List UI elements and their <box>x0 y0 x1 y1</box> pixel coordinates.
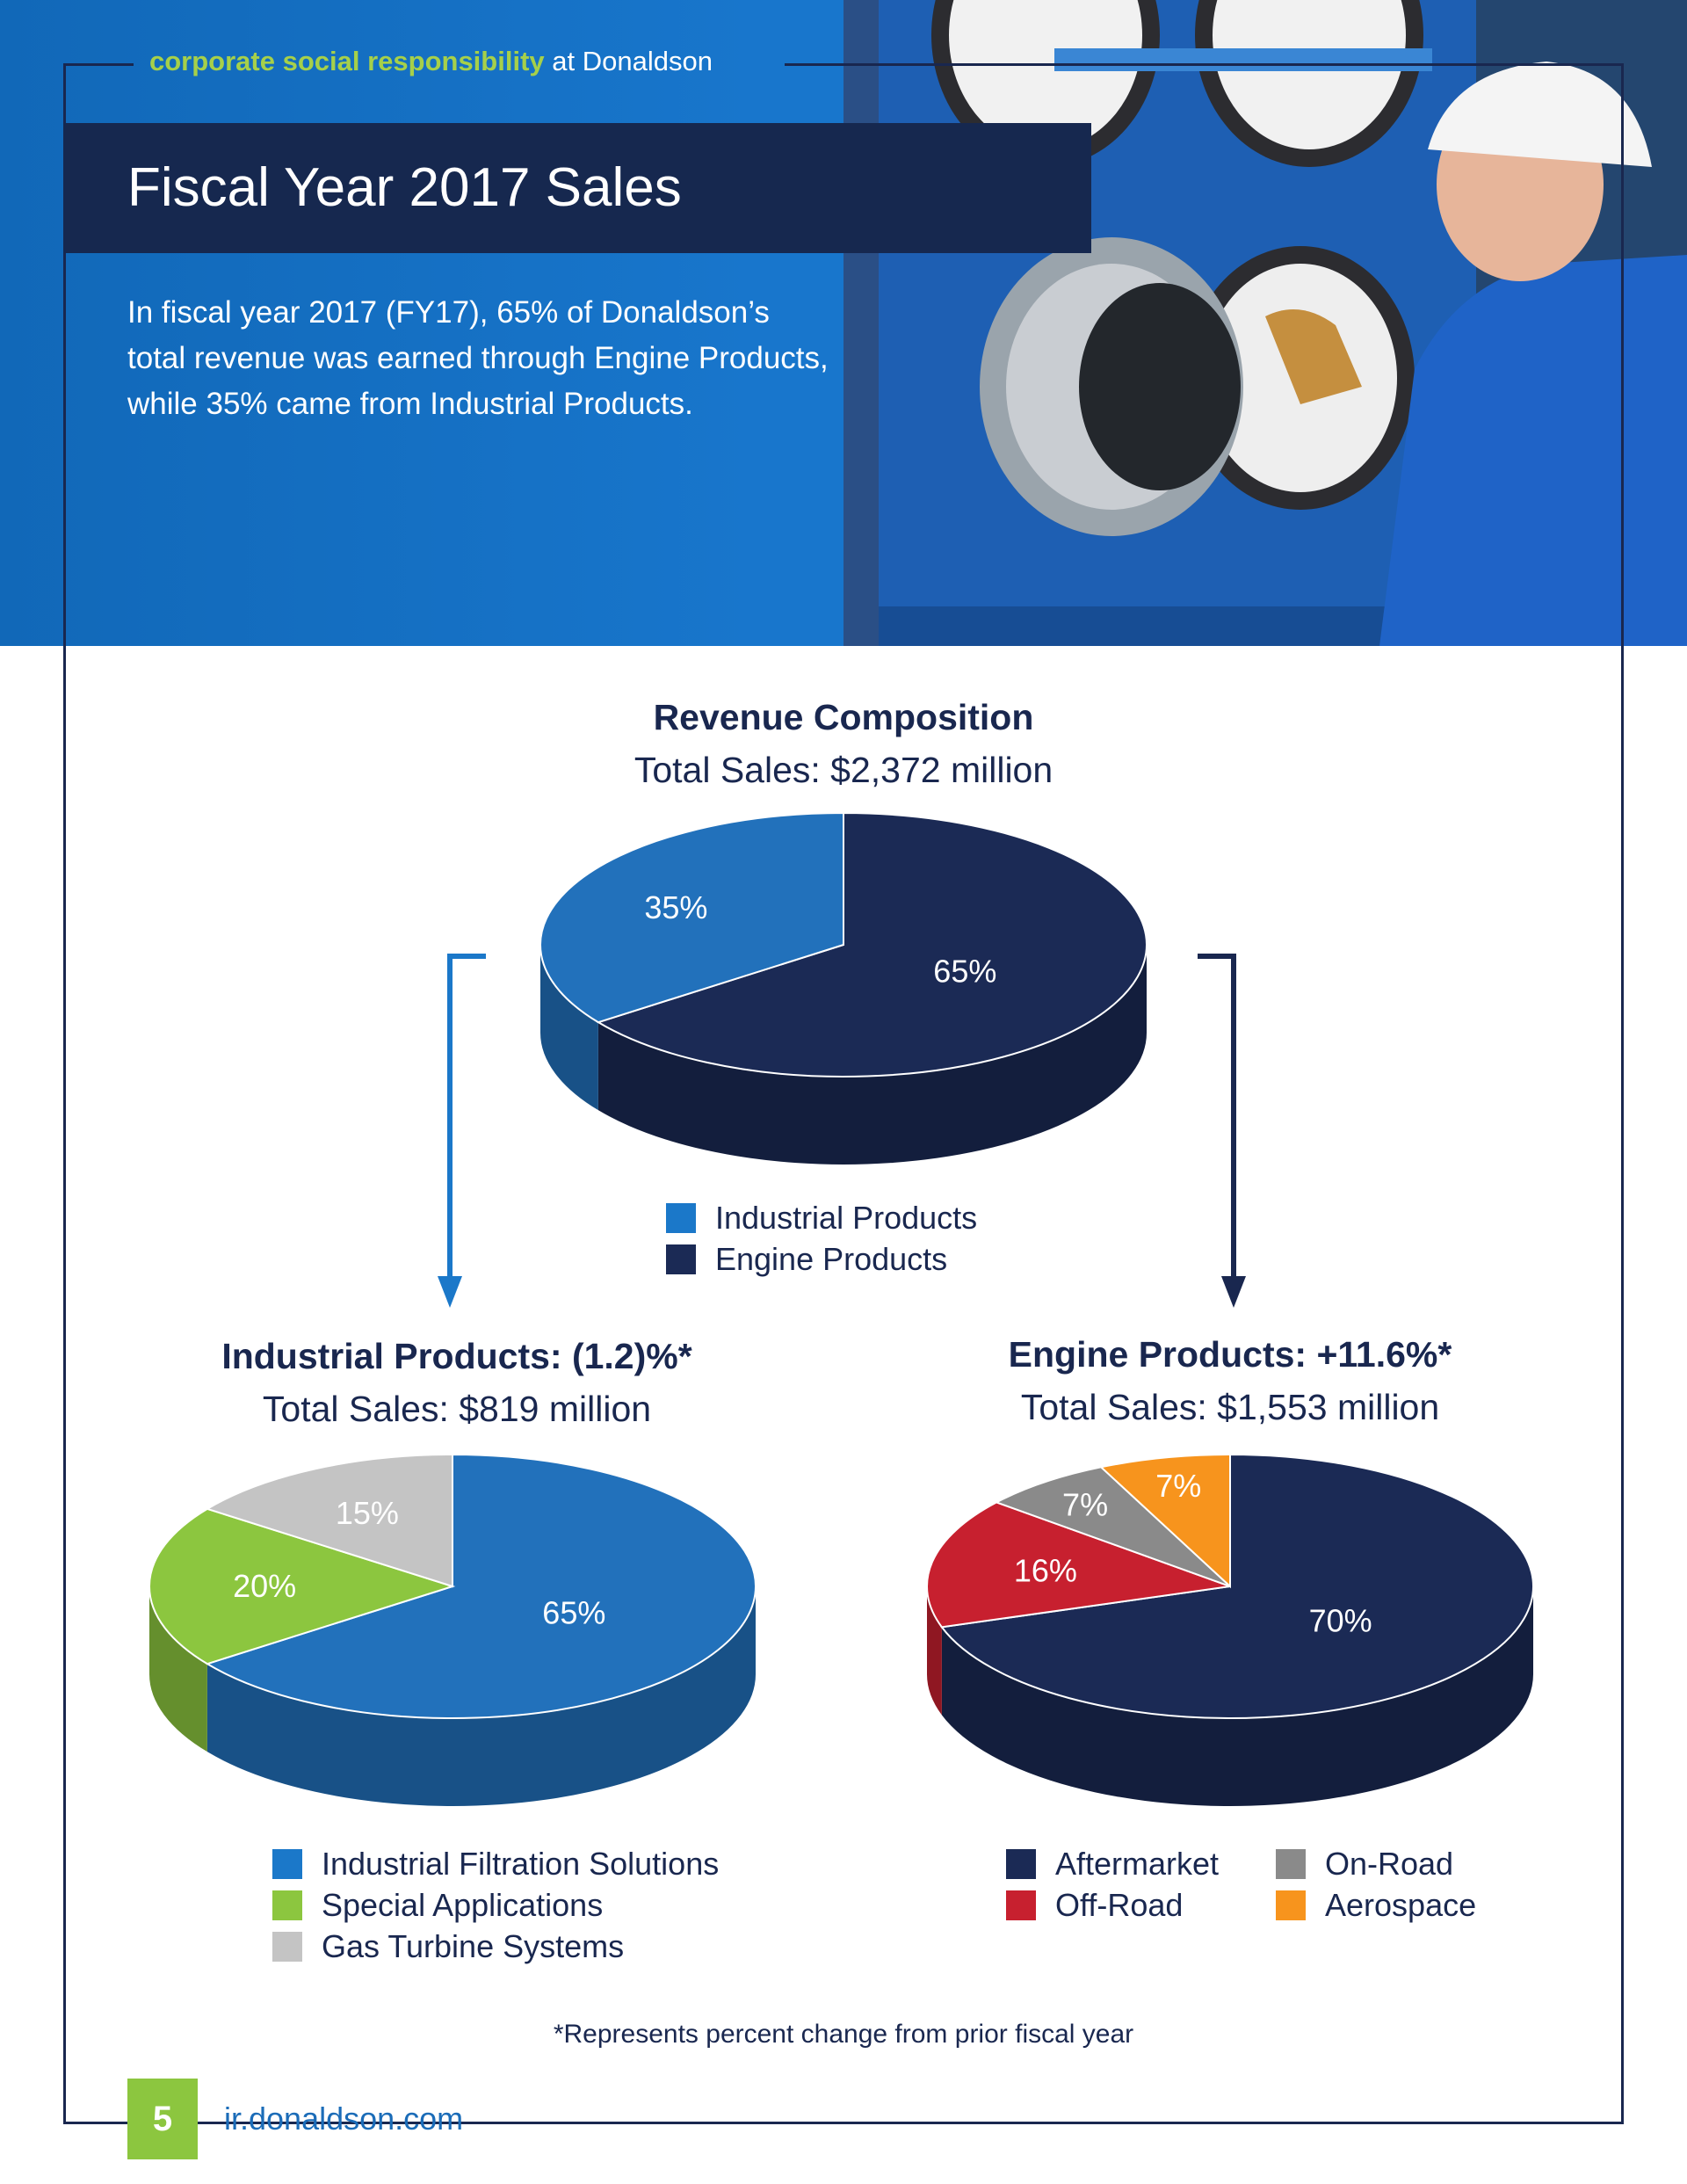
pie-data-label: 65% <box>933 954 996 990</box>
pie-data-label: 7% <box>1155 1468 1201 1504</box>
tagline-highlight: corporate social responsibility <box>149 46 545 76</box>
pie-slice-off-road <box>926 1501 1231 1629</box>
pie-side-industrial-filtration-solutions <box>206 1586 756 1806</box>
legend-swatch <box>272 1849 302 1879</box>
legend-label: Special Applications <box>322 1887 604 1923</box>
pie-slice-industrial-products <box>539 811 844 1024</box>
legend-label: Aftermarket <box>1055 1846 1220 1882</box>
pie-slice-industrial-filtration-solutions <box>205 1453 757 1719</box>
chart-2-subtitle: Total Sales: $819 million <box>262 1389 652 1429</box>
pie-data-label: 65% <box>542 1595 605 1631</box>
legend-label: Gas Turbine Systems <box>322 1928 625 1964</box>
pie-data-label: 20% <box>233 1568 296 1604</box>
frame-top-left-line <box>63 63 134 66</box>
header-tagline: corporate social responsibility at Donal… <box>149 46 713 77</box>
legend-label: Engine Products <box>715 1241 948 1277</box>
intro-paragraph: In fiscal year 2017 (FY17), 65% of Donal… <box>127 295 829 421</box>
chart-1-pie: 65% 35% <box>539 811 1148 1165</box>
arrow-to-engine <box>1198 954 1246 1308</box>
title-band <box>63 123 1091 253</box>
chart-3-pie: 70% 16% 7% 7% <box>926 1453 1534 1806</box>
pie-data-label: 70% <box>1309 1603 1372 1639</box>
page-title: Fiscal Year 2017 Sales <box>127 157 682 218</box>
legend-label: Off-Road <box>1055 1887 1184 1923</box>
legend-swatch <box>1276 1849 1306 1879</box>
pie-data-label: 15% <box>336 1495 399 1531</box>
legend-swatch <box>1276 1890 1306 1920</box>
footer-line-right <box>496 2122 1624 2124</box>
legend-label: Aerospace <box>1325 1887 1477 1923</box>
legend-swatch <box>1006 1849 1036 1879</box>
chart-1-subtitle: Total Sales: $2,372 million <box>634 750 1053 790</box>
website-link[interactable]: ir.donaldson.com <box>224 2101 464 2137</box>
pie-slice-special-applications <box>148 1507 456 1665</box>
page-number: 5 <box>127 2079 198 2159</box>
pie-data-label: 7% <box>1062 1487 1108 1523</box>
pie-data-label: 35% <box>644 889 707 925</box>
footer-line-left <box>63 2122 125 2124</box>
pie-side-aftermarket <box>941 1586 1533 1806</box>
pie-slice-engine-products <box>596 811 1148 1077</box>
chart-3-title: Engine Products: +11.6%* <box>1008 1334 1452 1375</box>
legend-swatch <box>666 1203 696 1233</box>
pie-side-off-road <box>927 1586 942 1716</box>
legend-label: Industrial Filtration Solutions <box>322 1846 720 1882</box>
chart-3-subtitle: Total Sales: $1,553 million <box>1020 1387 1440 1427</box>
legend-label: Industrial Products <box>715 1200 978 1236</box>
legend-swatch <box>666 1244 696 1274</box>
legend-label: On-Road <box>1325 1846 1454 1882</box>
legend-swatch <box>272 1932 302 1962</box>
pie-slice-aerospace <box>1098 1453 1231 1589</box>
chart-1-title: Revenue Composition <box>653 697 1034 737</box>
legend-swatch <box>1006 1890 1036 1920</box>
frame-top-right-line <box>785 63 1624 66</box>
chart-2-pie: 65% 20% 15% <box>148 1453 757 1806</box>
tagline-rest: at Donaldson <box>552 46 713 76</box>
worker-photo-illustration <box>844 0 1687 646</box>
pie-slice-gas-turbine-systems <box>205 1453 453 1588</box>
pie-slice-aftermarket <box>940 1453 1534 1719</box>
footnote: *Represents percent change from prior fi… <box>553 2020 1134 2049</box>
arrow-to-industrial <box>438 954 486 1308</box>
pie-slice-on-road <box>994 1466 1231 1587</box>
worker-photo <box>844 0 1687 646</box>
chart-2-title: Industrial Products: (1.2)%* <box>221 1336 692 1376</box>
legend-swatch <box>272 1890 302 1920</box>
pie-side-engine-products <box>597 945 1147 1165</box>
pie-data-label: 16% <box>1014 1553 1077 1589</box>
